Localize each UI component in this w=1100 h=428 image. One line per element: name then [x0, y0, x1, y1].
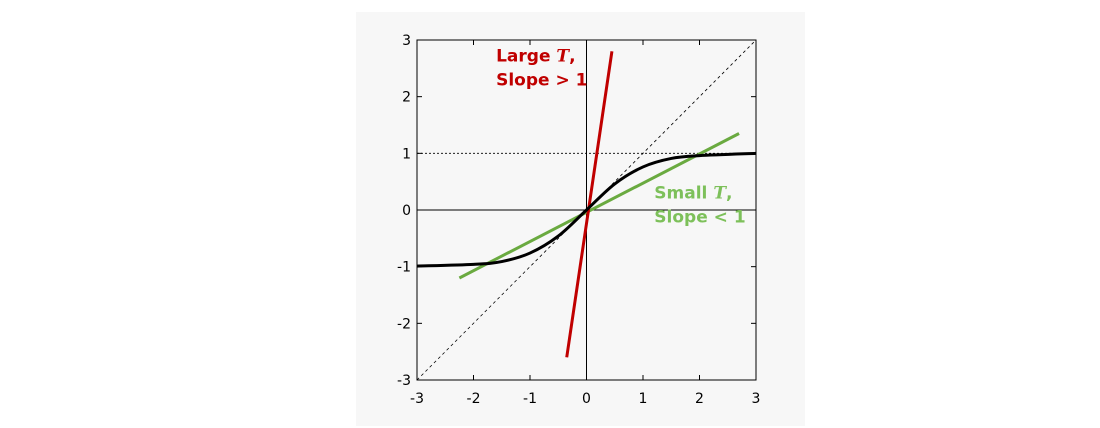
series-line-large-t [565, 51, 614, 358]
x-tick-label: -2 [467, 391, 481, 407]
series-line-small-t [458, 132, 740, 280]
annotation-large-t-prefix: Large [496, 47, 556, 67]
y-tick-label: 0 [402, 203, 411, 219]
x-tick-label: 2 [695, 391, 704, 407]
annotation-small-t-line1: Small T, [654, 184, 738, 204]
annotation-small-t-line2: Slope < 1 [654, 208, 745, 228]
annotation-small-t-suffix: , [726, 184, 732, 204]
axis-ticks: -3 -2 -1 0 1 2 3 -3 -2 -1 0 1 2 3 [397, 33, 760, 407]
y-tick-label: 1 [402, 146, 411, 162]
x-tick-label: -3 [410, 391, 424, 407]
x-tick-label: 0 [582, 391, 591, 407]
y-tick-label: 3 [402, 33, 411, 49]
series-line-sigmoid [416, 151, 757, 268]
annotation-large-t: Large T, Slope > 1 [496, 47, 587, 91]
chart-panel: -3 -2 -1 0 1 2 3 -3 -2 -1 0 1 2 3 Large T, Slope > 1 … [356, 12, 805, 426]
x-tick-label: 3 [752, 391, 761, 407]
annotation-large-t-variable: T [556, 47, 570, 67]
annotation-large-t-suffix: , [569, 47, 575, 67]
x-tick-label: -1 [523, 391, 537, 407]
y-tick-label: -2 [397, 316, 411, 332]
y-tick-label: -1 [397, 260, 411, 276]
annotation-small-t: Small T, Slope < 1 [654, 184, 745, 228]
annotation-small-t-prefix: Small [654, 184, 713, 204]
plot-lines [416, 39, 757, 381]
annotation-small-t-variable: T [713, 184, 727, 204]
annotation-large-t-line1: Large T, [496, 47, 581, 67]
y-tick-label: 2 [402, 90, 411, 106]
y-tick-label: -3 [397, 373, 411, 389]
x-tick-label: 1 [639, 391, 648, 407]
annotation-large-t-line2: Slope > 1 [496, 71, 587, 91]
